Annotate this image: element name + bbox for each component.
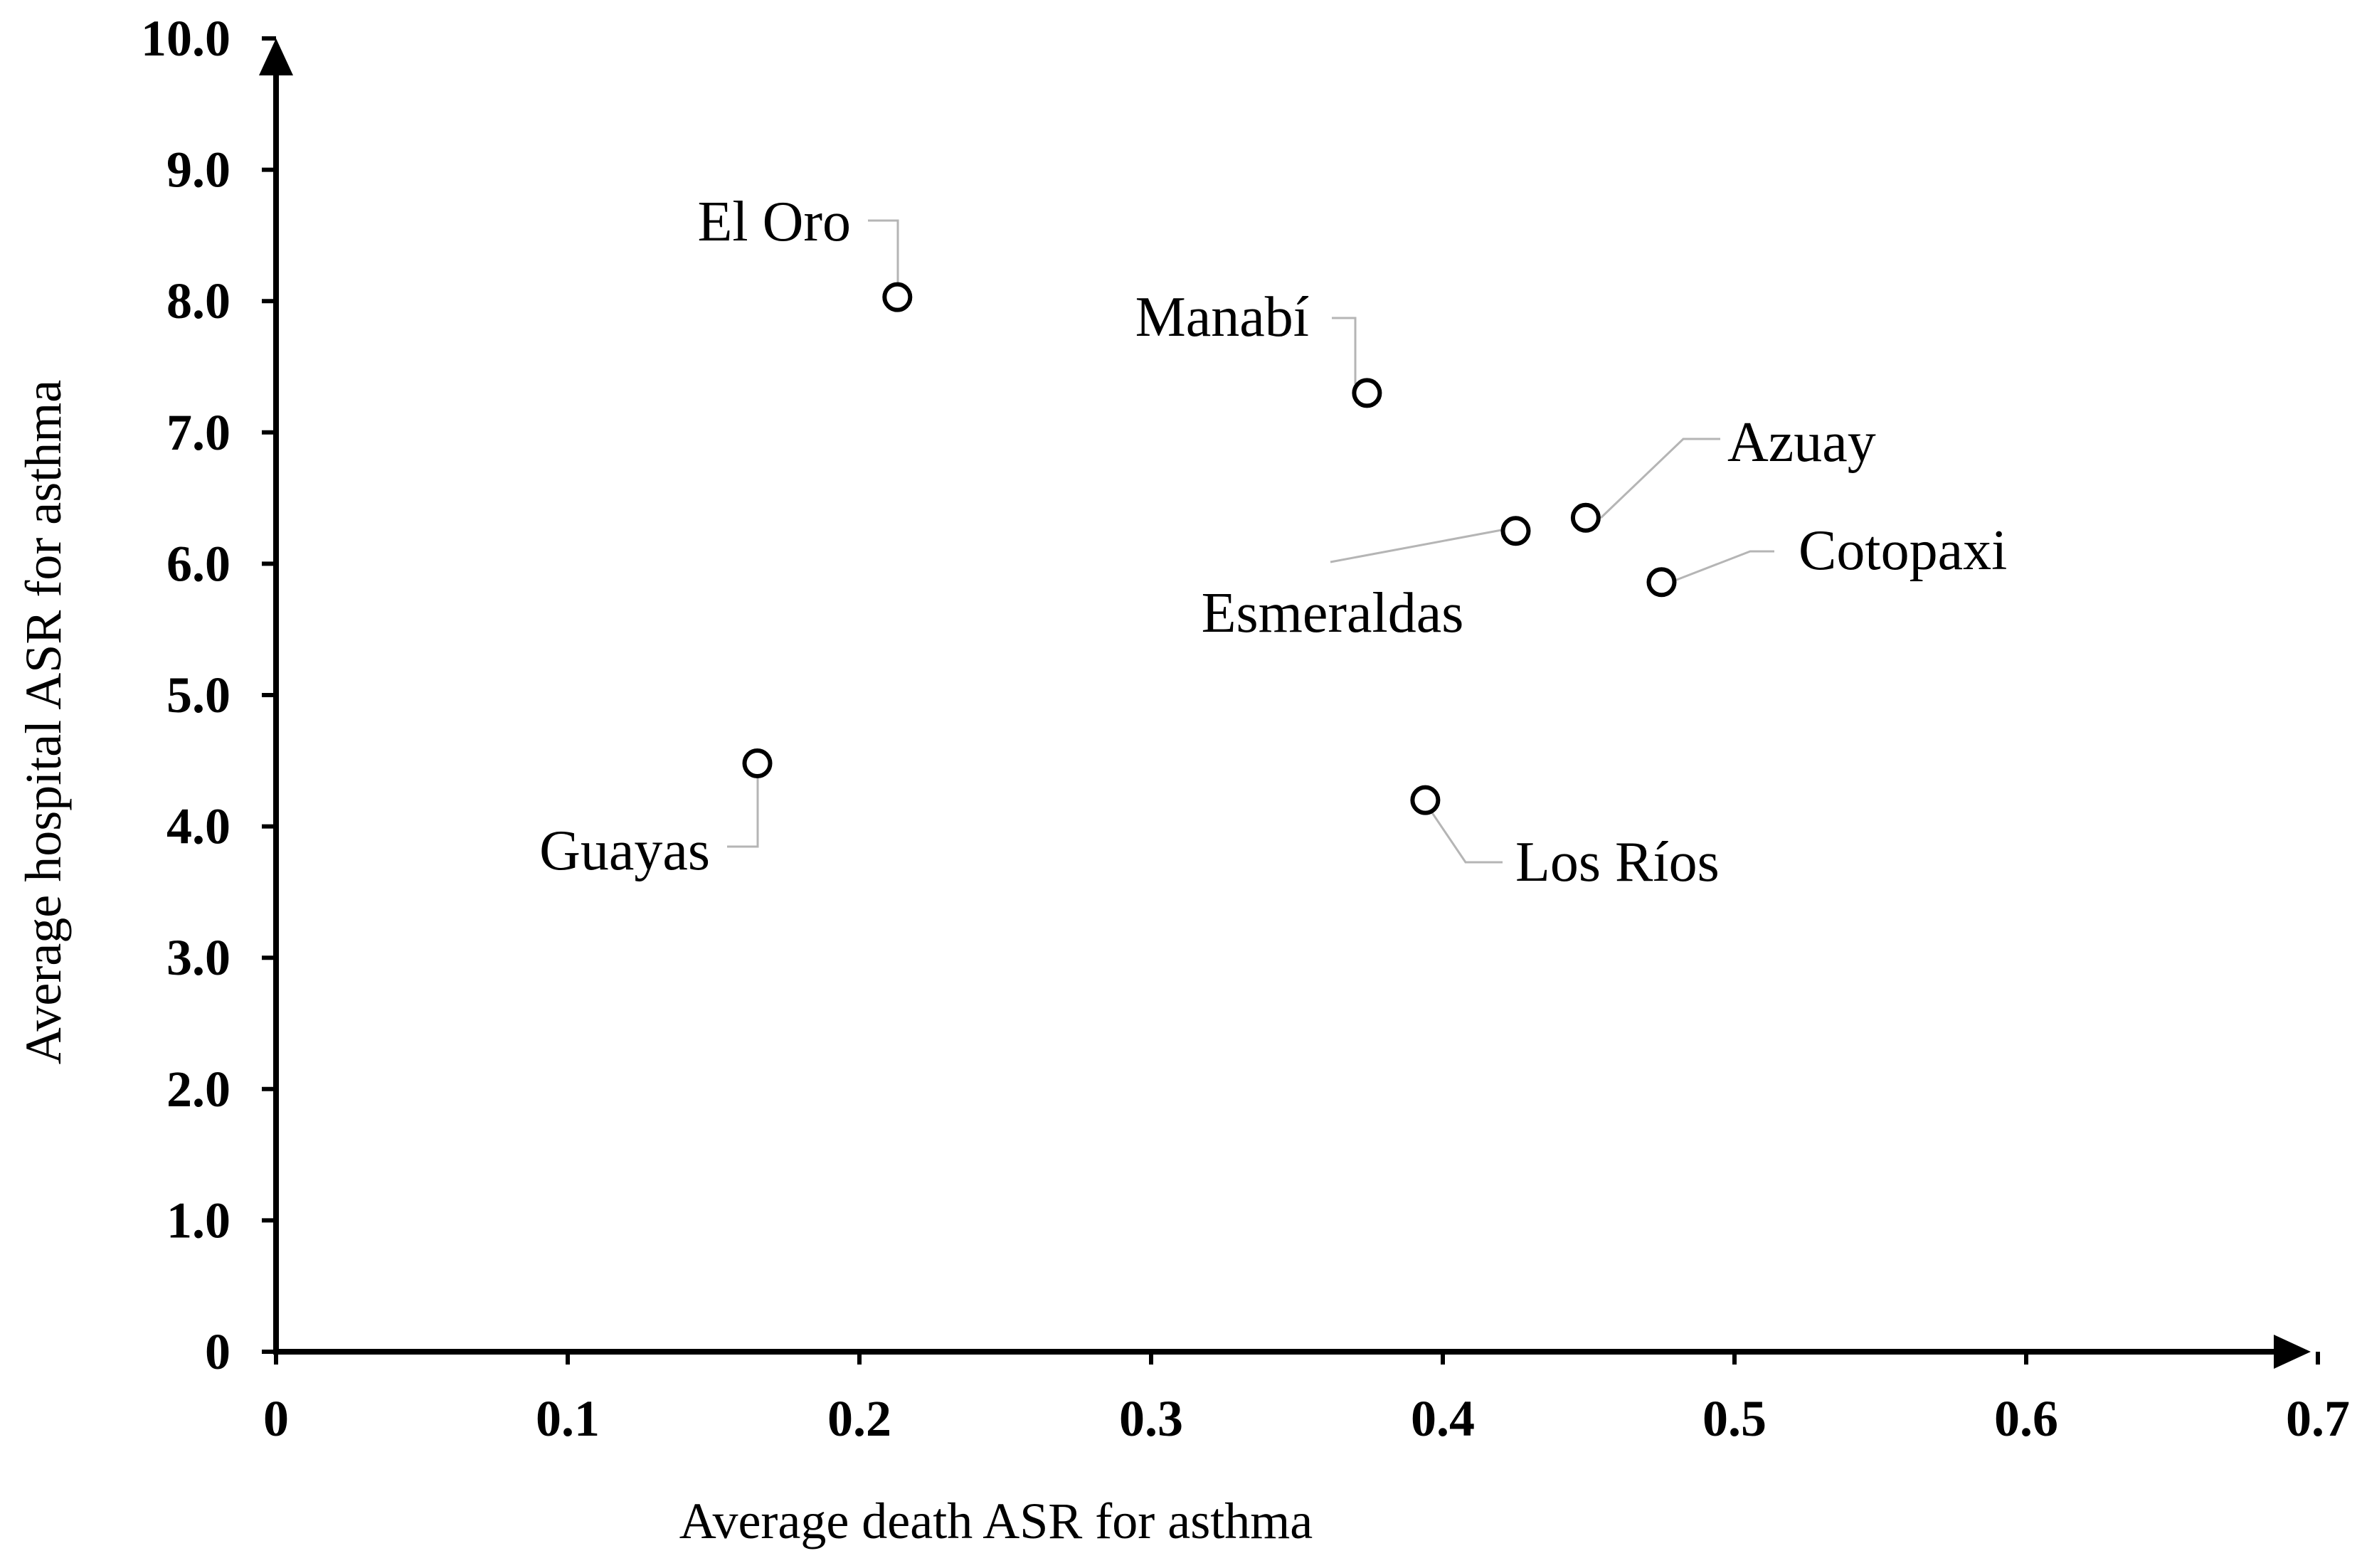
x-axis-arrowhead [2274,1335,2311,1369]
x-tick-label: 0.6 [1994,1390,2058,1447]
x-tick-label: 0.1 [536,1390,600,1447]
point-label-azuay: Azuay [1727,411,1876,474]
y-tick-label: 0 [205,1323,231,1380]
x-tick-label: 0.7 [2286,1390,2350,1447]
y-tick-label: 5.0 [166,667,231,724]
y-tick-label: 4.0 [166,798,231,855]
leader-line-los-r-os [1429,809,1503,864]
leader-line-azuay [1599,438,1720,519]
y-tick-label: 7.0 [166,404,231,461]
leader-line-manab- [1332,317,1357,384]
data-point-guayas [742,748,773,778]
y-tick-label: 2.0 [166,1061,231,1118]
x-axis-title: Average death ASR for asthma [679,1493,1313,1550]
y-tick-label: 1.0 [166,1192,231,1249]
point-label-manab-: Manabí [1135,286,1309,349]
point-label-los-r-os: Los Ríos [1515,831,1720,894]
x-tick-label: 0.4 [1411,1390,1475,1447]
y-tick-label: 8.0 [166,272,231,329]
x-ticks: 0 0.1 0.2 0.3 0.4 0.5 0.6 0.7 [263,1352,2350,1447]
data-point-manab- [1352,378,1382,408]
y-tick-label: 9.0 [166,142,231,198]
axes [259,38,2311,1369]
data-point-esmeraldas [1500,516,1531,546]
x-tick-label: 0.3 [1119,1390,1183,1447]
y-ticks: 0 1.0 2.0 3.0 4.0 5.0 6.0 7.0 8.0 9.0 10.0 [141,10,276,1380]
data-point-el-oro [882,282,913,312]
x-tick-label: 0.2 [827,1390,891,1447]
data-point-los-r-os [1410,785,1441,815]
y-axis-title: Average hospital ASR for asthma [15,380,72,1064]
y-tick-label: 10.0 [141,10,231,67]
point-label-guayas: Guayas [539,820,710,882]
data-point-cotopaxi [1646,567,1677,598]
leader-line-guayas [727,777,759,848]
y-tick-label: 3.0 [166,929,231,986]
leader-lines [727,219,1774,864]
point-label-el-oro: El Oro [697,191,851,253]
leader-line-esmeraldas [1330,528,1506,563]
leader-line-el-oro [868,219,899,292]
point-label-cotopaxi: Cotopaxi [1799,519,2007,582]
point-labels: El Oro Manabí Azuay Esmeraldas Cotopaxi Guaya… [539,191,2007,894]
y-axis-arrowhead [259,38,293,75]
data-points [742,282,1677,815]
x-tick-label: 0 [263,1390,289,1447]
point-label-esmeraldas: Esmeraldas [1202,582,1464,645]
data-point-azuay [1570,502,1601,533]
y-tick-label: 6.0 [166,535,231,592]
leader-line-cotopaxi [1674,550,1774,582]
x-tick-label: 0.5 [1702,1390,1767,1447]
